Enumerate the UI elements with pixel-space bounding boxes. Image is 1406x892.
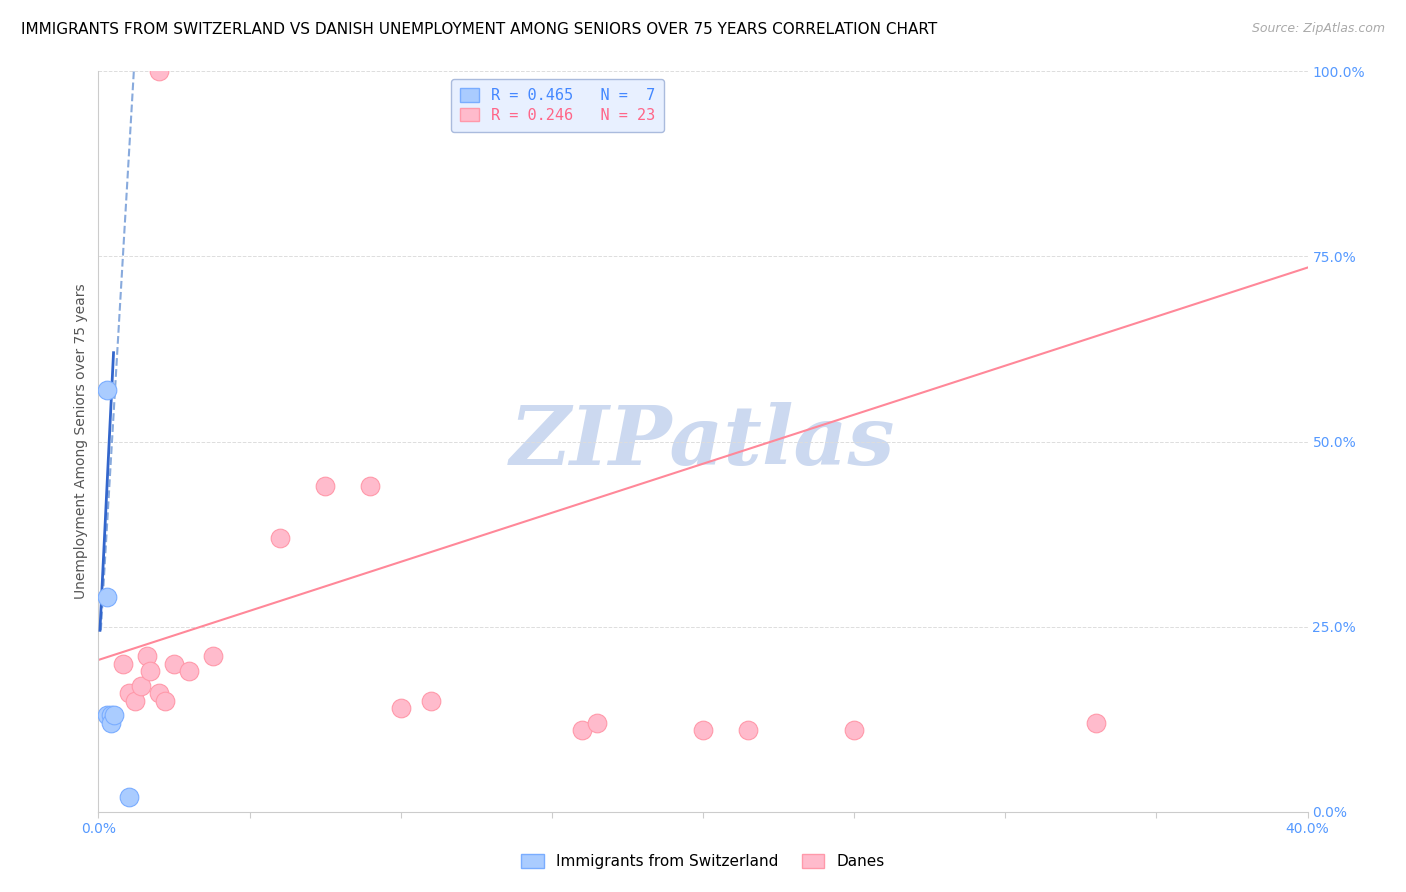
Point — [100, 715, 122, 730]
Point — [360, 479, 382, 493]
Point — [389, 701, 412, 715]
Point — [148, 64, 170, 78]
Point — [269, 531, 291, 545]
Point — [96, 590, 118, 604]
Point — [586, 715, 609, 730]
Legend: Immigrants from Switzerland, Danes: Immigrants from Switzerland, Danes — [515, 848, 891, 875]
Point — [135, 649, 157, 664]
Point — [118, 686, 141, 700]
Text: Source: ZipAtlas.com: Source: ZipAtlas.com — [1251, 22, 1385, 36]
Text: IMMIGRANTS FROM SWITZERLAND VS DANISH UNEMPLOYMENT AMONG SENIORS OVER 75 YEARS C: IMMIGRANTS FROM SWITZERLAND VS DANISH UN… — [21, 22, 938, 37]
Point — [148, 686, 170, 700]
Point — [139, 664, 162, 678]
Point — [737, 723, 759, 738]
Point — [179, 664, 201, 678]
Point — [96, 383, 118, 397]
Point — [100, 708, 122, 723]
Point — [129, 679, 152, 693]
Point — [420, 694, 443, 708]
Text: ZIPatlas: ZIPatlas — [510, 401, 896, 482]
Point — [103, 708, 125, 723]
Point — [163, 657, 186, 671]
Point — [202, 649, 225, 664]
Point — [844, 723, 866, 738]
Point — [314, 479, 336, 493]
Point — [96, 708, 118, 723]
Point — [118, 789, 141, 804]
Point — [124, 694, 146, 708]
Point — [692, 723, 714, 738]
Legend: R = 0.465   N =  7, R = 0.246   N = 23: R = 0.465 N = 7, R = 0.246 N = 23 — [451, 79, 665, 132]
Point — [1085, 715, 1108, 730]
Point — [111, 657, 134, 671]
Y-axis label: Unemployment Among Seniors over 75 years: Unemployment Among Seniors over 75 years — [75, 284, 89, 599]
Point — [571, 723, 593, 738]
Point — [153, 694, 176, 708]
